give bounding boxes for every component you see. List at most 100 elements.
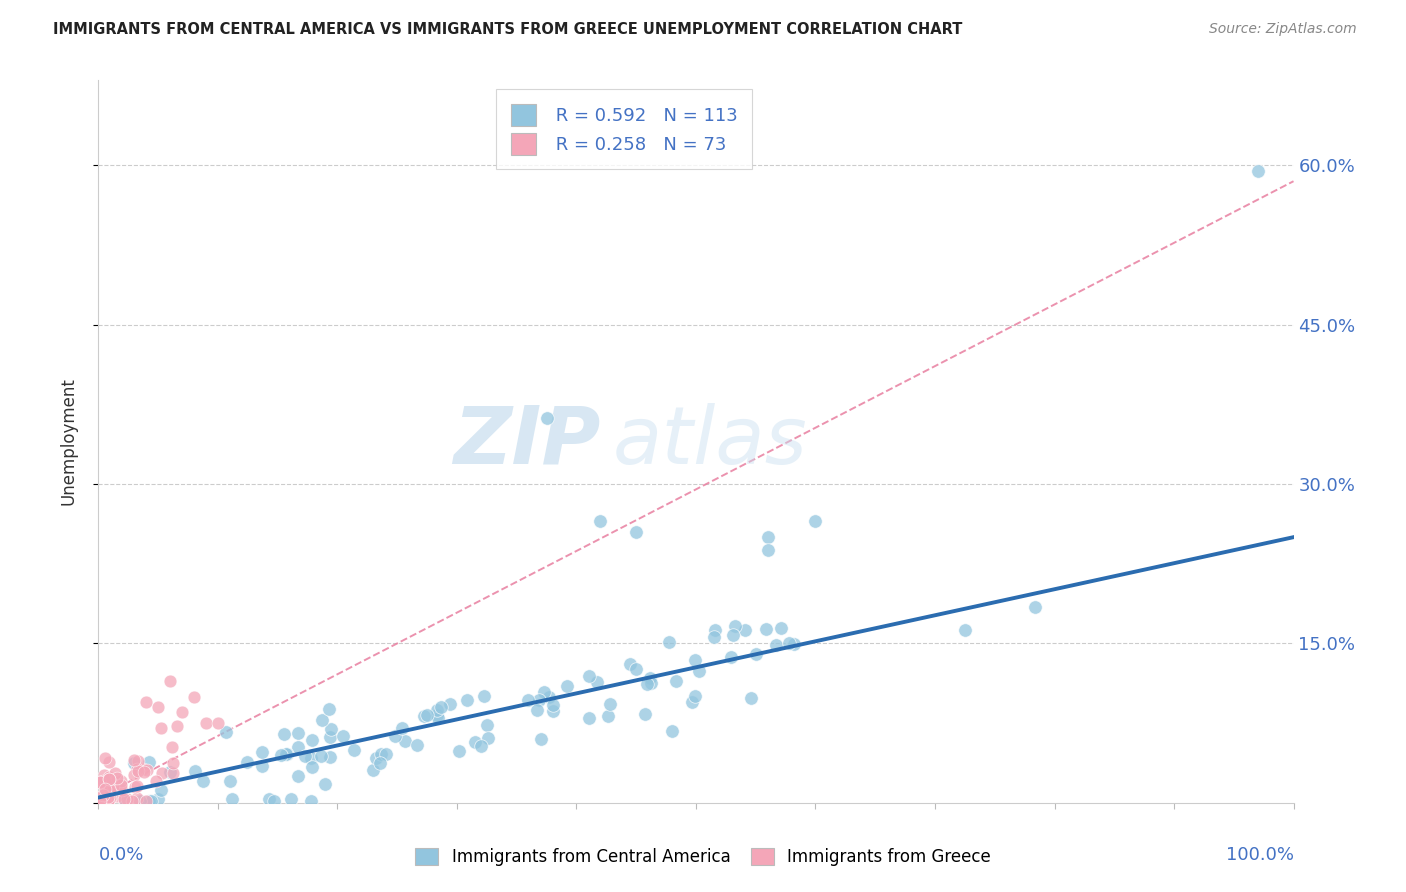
Point xyxy=(301,760,323,774)
Point xyxy=(530,731,553,746)
Point xyxy=(301,733,323,747)
Point xyxy=(533,685,555,699)
Point xyxy=(93,790,115,805)
Point xyxy=(98,790,121,805)
Point xyxy=(93,768,115,782)
Point xyxy=(416,708,439,723)
Point xyxy=(475,718,498,732)
Point xyxy=(541,704,564,718)
Point xyxy=(259,792,281,806)
Point xyxy=(309,749,332,764)
Point xyxy=(89,789,111,804)
Point xyxy=(184,764,207,779)
Point xyxy=(97,794,120,808)
Legend: Immigrants from Central America, Immigrants from Greece: Immigrants from Central America, Immigra… xyxy=(408,841,998,873)
Point xyxy=(132,762,155,776)
Point xyxy=(97,794,120,808)
Point xyxy=(135,794,157,808)
Point xyxy=(319,722,342,736)
Point xyxy=(110,778,132,792)
Point xyxy=(105,789,128,803)
Point xyxy=(430,700,453,714)
Point xyxy=(633,707,655,722)
Point xyxy=(193,773,215,788)
Point xyxy=(146,792,169,806)
Point xyxy=(115,791,138,805)
Point xyxy=(96,789,118,803)
Point xyxy=(406,739,429,753)
Point xyxy=(121,794,143,808)
Point xyxy=(626,662,648,676)
Point xyxy=(391,721,413,735)
Point xyxy=(112,791,135,805)
Point xyxy=(274,747,297,761)
Point xyxy=(122,756,145,771)
Point xyxy=(89,794,111,808)
Point xyxy=(394,733,416,747)
Point xyxy=(804,514,827,528)
Point xyxy=(91,789,114,803)
Point xyxy=(127,754,149,768)
Point xyxy=(661,723,683,738)
Point xyxy=(162,766,184,780)
Point xyxy=(166,719,188,733)
Point xyxy=(681,695,703,709)
Point xyxy=(366,751,388,765)
Text: atlas: atlas xyxy=(613,402,807,481)
Point xyxy=(361,764,384,778)
Point xyxy=(273,727,295,741)
Point xyxy=(97,756,120,770)
Point xyxy=(638,671,661,685)
Point xyxy=(721,627,744,641)
Point xyxy=(97,794,120,808)
Point xyxy=(464,734,486,748)
Point xyxy=(311,713,333,727)
Point xyxy=(740,690,762,705)
Point xyxy=(90,794,112,808)
Text: 100.0%: 100.0% xyxy=(1226,847,1294,864)
Point xyxy=(94,782,117,797)
Point xyxy=(98,772,121,786)
Point xyxy=(162,756,184,770)
Point xyxy=(108,780,131,794)
Point xyxy=(456,693,478,707)
Point xyxy=(756,542,779,557)
Point xyxy=(665,674,688,689)
Point xyxy=(783,636,806,650)
Point xyxy=(124,753,146,767)
Point xyxy=(720,650,742,665)
Legend:  R = 0.592   N = 113,  R = 0.258   N = 73: R = 0.592 N = 113, R = 0.258 N = 73 xyxy=(496,89,752,169)
Point xyxy=(658,634,681,648)
Point xyxy=(734,623,756,637)
Point xyxy=(252,745,274,759)
Point xyxy=(318,701,340,715)
Point xyxy=(426,703,449,717)
Point xyxy=(472,689,495,703)
Point xyxy=(89,775,111,789)
Point xyxy=(138,794,160,808)
Point xyxy=(636,677,658,691)
Point xyxy=(703,624,725,638)
Point xyxy=(110,774,132,789)
Point xyxy=(104,765,127,780)
Point xyxy=(221,791,243,805)
Point xyxy=(125,763,148,777)
Point xyxy=(1247,163,1270,178)
Point xyxy=(89,794,111,808)
Point xyxy=(105,771,128,785)
Point xyxy=(526,703,548,717)
Point xyxy=(101,779,124,793)
Point xyxy=(183,690,205,704)
Point xyxy=(688,664,710,678)
Point xyxy=(111,782,134,797)
Point xyxy=(516,693,538,707)
Point xyxy=(276,747,298,762)
Point xyxy=(439,698,461,712)
Point xyxy=(172,706,194,720)
Point xyxy=(134,764,156,779)
Point xyxy=(97,772,120,786)
Point xyxy=(555,680,578,694)
Point xyxy=(703,630,725,644)
Point xyxy=(96,786,118,800)
Point xyxy=(195,716,218,731)
